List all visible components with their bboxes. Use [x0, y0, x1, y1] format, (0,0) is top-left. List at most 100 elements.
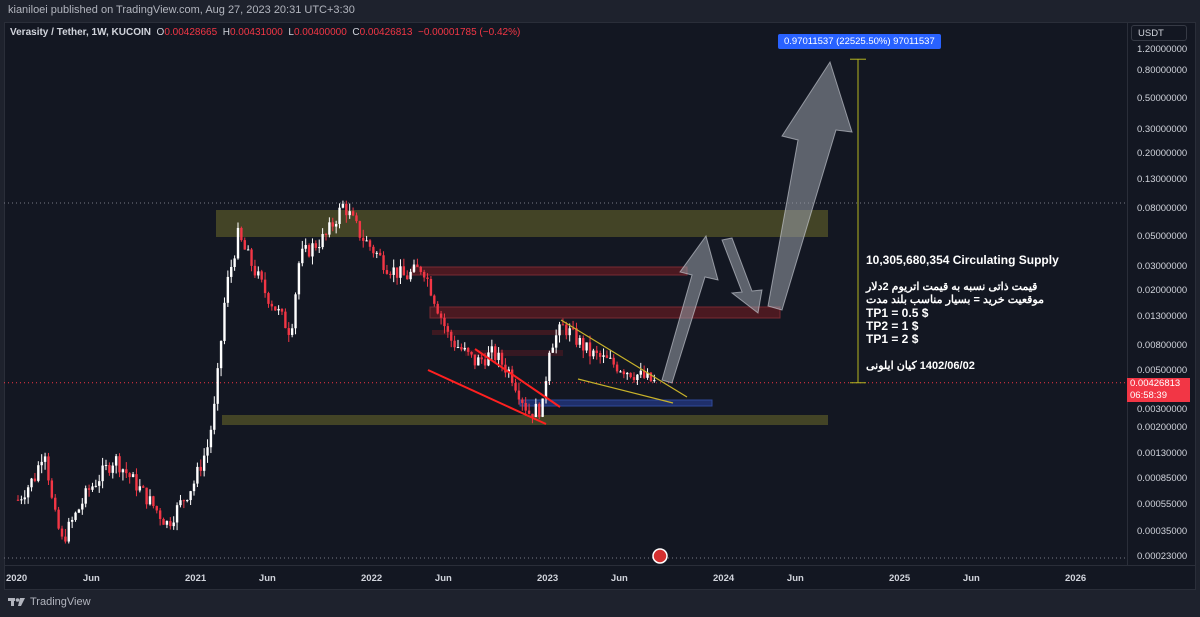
candle-body	[406, 275, 409, 280]
red-zone	[465, 350, 563, 356]
candle-body	[534, 403, 538, 418]
price-tick: 0.03000000	[1137, 260, 1188, 272]
price-tick: 0.00035000	[1137, 526, 1188, 538]
last-price-label: 0.00426813 06:58:39	[1127, 378, 1190, 402]
brand-name: TradingView	[30, 596, 91, 608]
projection-arrow-up-icon	[661, 234, 719, 384]
candle-body	[64, 536, 67, 542]
candle-body	[626, 372, 629, 375]
high-label: H	[222, 27, 230, 38]
candle-body	[385, 270, 389, 274]
symbol-title[interactable]: Verasity / Tether, 1W, KUCOIN	[10, 27, 151, 38]
candle-body	[561, 324, 565, 326]
candle-body	[219, 340, 223, 369]
candle-body	[541, 398, 544, 417]
candle-body	[429, 278, 433, 296]
candle-body	[47, 456, 50, 481]
price-tick: 0.30000000	[1137, 123, 1188, 135]
red-zone	[411, 266, 688, 276]
candle-body	[524, 402, 527, 411]
candle-body	[642, 370, 646, 378]
candle-body	[531, 413, 534, 418]
candle-body	[595, 350, 598, 353]
candle-body	[284, 311, 287, 329]
candle-body	[199, 466, 202, 471]
candle-body	[334, 223, 338, 227]
candle-body	[575, 328, 578, 345]
candle-body	[54, 497, 57, 510]
price-axis[interactable]	[1127, 22, 1196, 565]
candle-body	[612, 357, 615, 365]
candle-body	[179, 500, 182, 506]
candle-body	[263, 279, 267, 294]
candle-body	[26, 487, 30, 498]
last-price: 0.00426813	[1130, 378, 1181, 389]
candle-body	[202, 455, 206, 471]
candle-body	[527, 410, 531, 414]
candle-body	[121, 469, 125, 473]
candle-body	[23, 497, 26, 500]
time-tick: 2020	[6, 573, 28, 584]
candle-body	[598, 352, 602, 357]
price-tick: 0.08000000	[1137, 202, 1188, 214]
open-label: O	[156, 27, 165, 38]
candle-body	[521, 399, 524, 403]
candle-body	[470, 351, 473, 355]
candle-body	[287, 328, 290, 335]
candle-body	[169, 521, 172, 527]
price-tick: 0.80000000	[1137, 65, 1188, 77]
candle-body	[345, 203, 348, 216]
red-zone	[432, 330, 564, 335]
candle-body	[588, 342, 592, 357]
candle-body	[257, 271, 260, 276]
candle-body	[216, 368, 219, 404]
candle-body	[318, 247, 321, 249]
candle-body	[409, 271, 412, 280]
falling-wedge-lower-line	[427, 369, 547, 425]
candle-body	[37, 465, 40, 481]
price-tick: 1.20000000	[1137, 44, 1188, 55]
candle-body	[114, 456, 118, 466]
projection-arrow-target-icon	[767, 60, 853, 311]
candle-body	[77, 509, 81, 513]
candle-body	[314, 243, 318, 248]
wedge-lower-line	[577, 378, 674, 404]
candle-body	[450, 331, 453, 341]
time-tick: Jun	[962, 573, 980, 584]
time-tick: Jun	[610, 573, 628, 584]
annotation-note: 10,305,680,354 Circulating Supply قیمت ذ…	[866, 254, 1059, 373]
candle-body	[554, 335, 558, 348]
candle-body	[138, 486, 142, 491]
candle-body	[636, 374, 639, 381]
candle-body	[189, 491, 192, 501]
time-tick: 2026	[1065, 573, 1087, 584]
currency-button[interactable]: USDT	[1131, 25, 1187, 41]
candle-body	[246, 249, 250, 251]
support-zone	[222, 415, 828, 425]
candle-body	[213, 403, 216, 430]
candle-body	[158, 510, 162, 519]
candle-body	[321, 233, 324, 248]
candle-body	[480, 357, 483, 360]
candle-body	[592, 350, 595, 357]
chart-frame[interactable]	[4, 22, 1196, 590]
footer-brand[interactable]: TradingView	[8, 596, 91, 608]
candle-body	[98, 481, 101, 486]
event-flag-icon	[652, 548, 668, 564]
candle-body	[466, 347, 470, 352]
candle-body	[395, 267, 399, 278]
candle-body	[250, 249, 253, 266]
price-tick: 0.00023000	[1137, 551, 1188, 563]
time-tick: Jun	[786, 573, 804, 584]
candle-body	[192, 483, 196, 492]
candle-body	[297, 263, 301, 295]
close-label: C	[352, 27, 360, 38]
candle-body	[87, 488, 91, 490]
candle-body	[639, 370, 642, 375]
candle-body	[436, 303, 439, 314]
candle-body	[538, 403, 541, 417]
candle-body	[433, 295, 436, 304]
time-axis-divider	[4, 565, 1196, 566]
candle-body	[209, 429, 213, 448]
